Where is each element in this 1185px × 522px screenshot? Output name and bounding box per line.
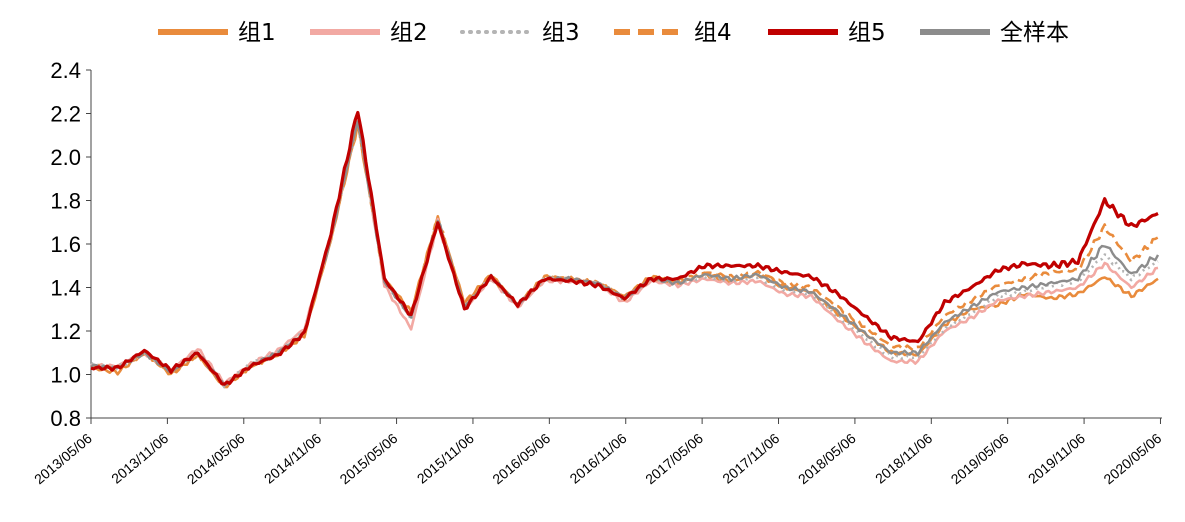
legend-label-5: 组5 bbox=[848, 20, 886, 46]
series-line-4 bbox=[90, 120, 1159, 386]
x-tick-label: 2014/05/06 bbox=[184, 430, 248, 487]
plot-area bbox=[90, 110, 1160, 389]
x-tick-label: 2015/05/06 bbox=[337, 430, 401, 487]
x-tick-label: 2013/11/06 bbox=[108, 430, 171, 487]
y-axis: 0.8 1.0 1.2 1.4 1.6 1.8 2.0 2.2 2.4 bbox=[50, 58, 92, 431]
x-tick-label: 2014/11/06 bbox=[261, 430, 324, 487]
x-tick-label: 2016/05/06 bbox=[489, 430, 553, 487]
x-tick-label: 2013/05/06 bbox=[31, 430, 95, 487]
x-tick-label: 2017/05/06 bbox=[642, 430, 706, 487]
x-tick-label: 2019/05/06 bbox=[948, 430, 1012, 487]
y-tick-label: 1.4 bbox=[50, 276, 81, 301]
x-tick-label: 2015/11/06 bbox=[414, 430, 477, 487]
y-tick-label: 0.8 bbox=[50, 406, 81, 431]
x-tick-label: 2020/05/06 bbox=[1100, 430, 1164, 487]
series-line-5 bbox=[90, 110, 1159, 386]
y-tick-label: 1.2 bbox=[50, 319, 81, 344]
legend-label-3: 组3 bbox=[542, 20, 580, 46]
y-tick-label: 2.2 bbox=[50, 102, 81, 127]
y-tick-label: 2.4 bbox=[50, 58, 81, 83]
legend-label-2: 组2 bbox=[390, 20, 428, 46]
y-tick-label: 1.8 bbox=[50, 189, 81, 214]
series-line-6 bbox=[90, 120, 1160, 387]
series-line-2 bbox=[90, 115, 1159, 386]
x-tick-label: 2019/11/06 bbox=[1025, 430, 1088, 487]
series-line-3 bbox=[90, 116, 1159, 389]
legend-label-1: 组1 bbox=[238, 20, 276, 46]
legend: 组1 组2 组3 组4 组5 全样本 bbox=[158, 20, 1069, 46]
y-tick-label: 1.6 bbox=[50, 232, 81, 257]
x-tick-label: 2016/11/06 bbox=[566, 430, 629, 487]
series-line-1 bbox=[90, 121, 1159, 389]
y-tick-label: 1.0 bbox=[50, 363, 81, 388]
x-tick-label: 2018/11/06 bbox=[872, 430, 935, 487]
x-tick-label: 2018/05/06 bbox=[795, 430, 859, 487]
legend-label-6: 全样本 bbox=[1000, 20, 1069, 46]
x-axis: 2013/05/06 2013/11/06 2014/05/06 2014/11/06… bbox=[31, 417, 1165, 487]
legend-label-4: 组4 bbox=[694, 20, 732, 46]
x-tick-label: 2017/11/06 bbox=[719, 430, 782, 487]
y-tick-label: 2.0 bbox=[50, 145, 81, 170]
